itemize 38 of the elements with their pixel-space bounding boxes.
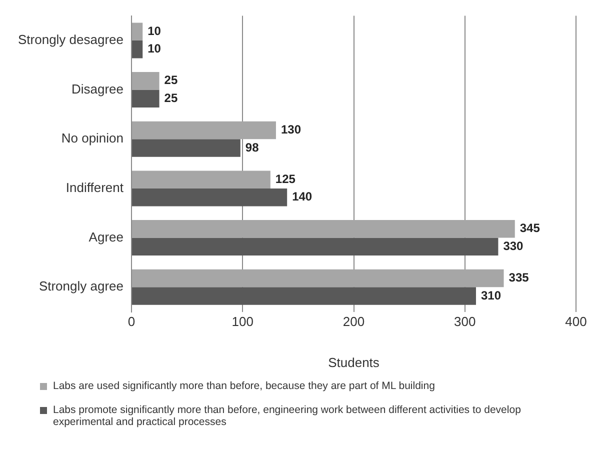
data-label: 140 xyxy=(292,190,312,204)
bar xyxy=(132,72,160,90)
data-label: 10 xyxy=(148,42,162,56)
y-tick-label: Indifferent xyxy=(66,180,124,196)
y-tick-label: Strongly agree xyxy=(38,278,124,294)
bar xyxy=(132,90,160,108)
data-label: 10 xyxy=(148,24,162,38)
data-label: 345 xyxy=(520,221,540,236)
bar xyxy=(132,188,288,206)
data-label: 25 xyxy=(164,90,178,105)
bar xyxy=(132,269,504,288)
bar xyxy=(132,220,515,238)
bar xyxy=(132,40,143,58)
bar xyxy=(132,22,143,40)
x-axis-title: Students xyxy=(328,354,380,370)
x-tick-label: 400 xyxy=(565,314,587,330)
legend-label: Labs are used significantly more than before, because they are part of ML building xyxy=(53,380,435,392)
data-label: 335 xyxy=(508,270,530,285)
bar xyxy=(132,139,240,157)
legend-label: Labs promote significantly more than before, engineering work between different activities to develop experimental and practical processes xyxy=(53,404,522,428)
data-label: 125 xyxy=(275,172,296,186)
y-tick-label: Agree xyxy=(88,229,124,244)
data-label: 25 xyxy=(164,73,178,88)
data-label: 330 xyxy=(503,238,524,253)
data-label: 130 xyxy=(280,122,302,137)
x-tick-label: 300 xyxy=(454,314,476,330)
data-label: 98 xyxy=(245,140,260,154)
y-tick-label: No opinion xyxy=(61,130,124,146)
bar xyxy=(132,121,276,140)
bar xyxy=(132,238,498,256)
data-label: 310 xyxy=(480,288,502,302)
x-tick-label: 100 xyxy=(232,314,254,330)
bar xyxy=(132,287,476,305)
y-tick-label: Strongly desagree xyxy=(18,32,124,48)
x-tick-label: 200 xyxy=(342,314,365,330)
x-tick-label: 0 xyxy=(128,314,136,330)
bar xyxy=(132,170,270,188)
y-tick-label: Disagree xyxy=(71,81,124,96)
